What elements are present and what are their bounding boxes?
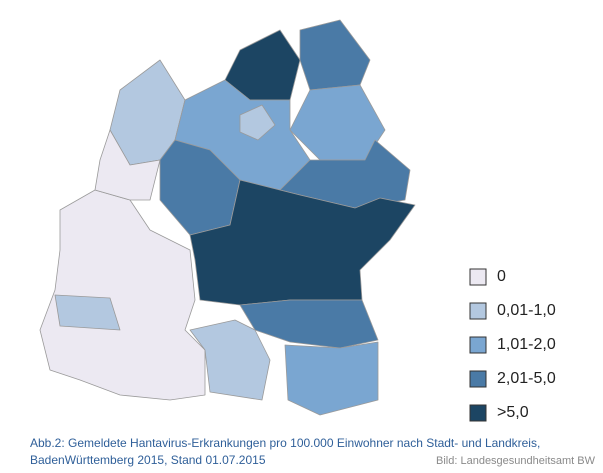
region (54, 294, 121, 331)
region (239, 104, 276, 141)
region (189, 319, 271, 401)
region (299, 19, 371, 91)
caption-line: Abb.2: Gemeldete Hantavirus-Erkrankungen… (30, 436, 540, 450)
legend: 0 0,01-1,0 1,01-2,0 2,01-5,0 >5,0 (469, 268, 556, 422)
legend-swatch (469, 268, 487, 286)
legend-label: 1,01-2,0 (497, 336, 556, 353)
legend-swatch (469, 370, 487, 388)
credit: Bild: Landesgesundheitsamt BW (436, 455, 596, 467)
caption-line: BadenWürttemberg 2015, Stand 01.07.2015 (30, 453, 266, 467)
legend-label: 0 (497, 268, 506, 285)
legend-swatch (469, 404, 487, 422)
region (39, 189, 206, 401)
region (284, 341, 379, 416)
legend-label: 0,01-1,0 (497, 302, 556, 319)
region (239, 299, 379, 349)
legend-label: 2,01-5,0 (497, 370, 556, 387)
legend-swatch (469, 302, 487, 320)
region (189, 179, 416, 306)
legend-swatch (469, 336, 487, 354)
map (39, 19, 416, 416)
region (94, 129, 161, 201)
legend-label: >5,0 (497, 404, 529, 421)
